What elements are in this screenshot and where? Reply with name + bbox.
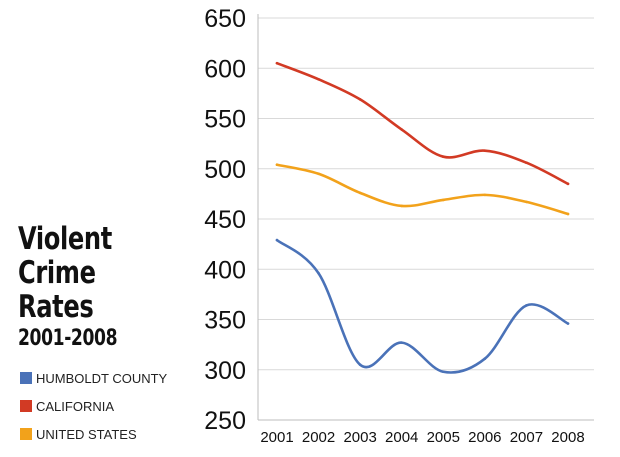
title-line-3: Rates [18,289,94,325]
data-point-humboldt-2002 [317,271,320,275]
x-tick-label-2002: 2002 [302,429,335,446]
y-tick-label-650: 650 [204,5,246,33]
data-point-humboldt-2008 [566,322,570,325]
data-point-humboldt-2004 [400,341,404,344]
x-tick-label-2008: 2008 [551,429,584,446]
series-line-humboldt [275,238,570,374]
axes [257,14,594,421]
data-point-united-states-2001 [275,163,279,167]
data-point-united-states-2003 [358,191,362,195]
data-point-united-states-2004 [400,204,404,208]
x-tick-labels: 2001 2002 2003 2004 2005 2006 2007 2008 [260,429,584,446]
data-point-humboldt-2001 [275,238,279,242]
legend-label-humboldt: HUMBOLDT COUNTY [36,370,168,386]
series-line-united-states [275,163,570,216]
y-tick-label-250: 250 [204,407,246,435]
y-tick-label-350: 350 [204,307,246,335]
data-point-california-2008 [566,182,570,186]
title-line-2: Crime [18,255,96,291]
x-tick-label-2003: 2003 [343,429,376,446]
y-tick-label-600: 600 [204,55,246,83]
data-point-humboldt-2007 [525,304,528,307]
y-tick-label-500: 500 [204,156,246,184]
y-tick-label-450: 450 [204,206,246,234]
y-tick-labels: 250 300 350 400 450 500 550 600 650 [204,5,246,435]
data-point-united-states-2006 [483,193,487,197]
x-tick-label-2006: 2006 [468,429,501,446]
data-point-humboldt-2003 [358,363,362,367]
data-point-humboldt-2005 [441,370,445,374]
title-line-1: Violent [18,221,112,257]
x-tick-label-2007: 2007 [510,429,543,446]
legend-label-california: CALIFORNIA [36,398,115,414]
legend-item-humboldt: HUMBOLDT COUNTY [20,364,167,392]
y-tick-label-550: 550 [204,106,246,134]
chart-title: Violent Crime Rates 2001-2008 [18,221,118,354]
chart-subtitle: 2001-2008 [18,326,118,351]
y-tick-label-400: 400 [204,256,246,284]
data-point-humboldt-2006 [483,357,487,360]
gridlines [258,17,594,371]
data-point-united-states-2002 [317,172,320,176]
data-point-california-2002 [317,78,320,81]
legend: HUMBOLDT COUNTY CALIFORNIA UNITED STATES [20,364,167,448]
data-point-united-states-2005 [441,198,445,202]
legend-swatch-california [20,400,32,412]
legend-label-united-states: UNITED STATES [36,426,137,442]
x-tick-label-2005: 2005 [427,429,460,446]
y-tick-label-300: 300 [204,357,246,385]
data-point-california-2007 [525,161,528,165]
series-lines [275,61,570,374]
series-line-california [275,61,570,186]
legend-swatch-united-states [20,428,32,440]
data-point-california-2004 [400,128,404,131]
legend-item-united-states: UNITED STATES [20,420,167,448]
data-point-california-2003 [358,98,362,101]
legend-item-california: CALIFORNIA [20,392,167,420]
data-point-united-states-2007 [525,200,528,204]
data-point-california-2001 [275,61,279,65]
data-point-california-2006 [483,149,487,152]
x-tick-label-2001: 2001 [260,429,293,446]
data-point-united-states-2008 [566,212,570,216]
legend-swatch-humboldt [20,372,32,384]
data-point-california-2005 [441,155,445,158]
x-tick-label-2004: 2004 [385,429,418,446]
